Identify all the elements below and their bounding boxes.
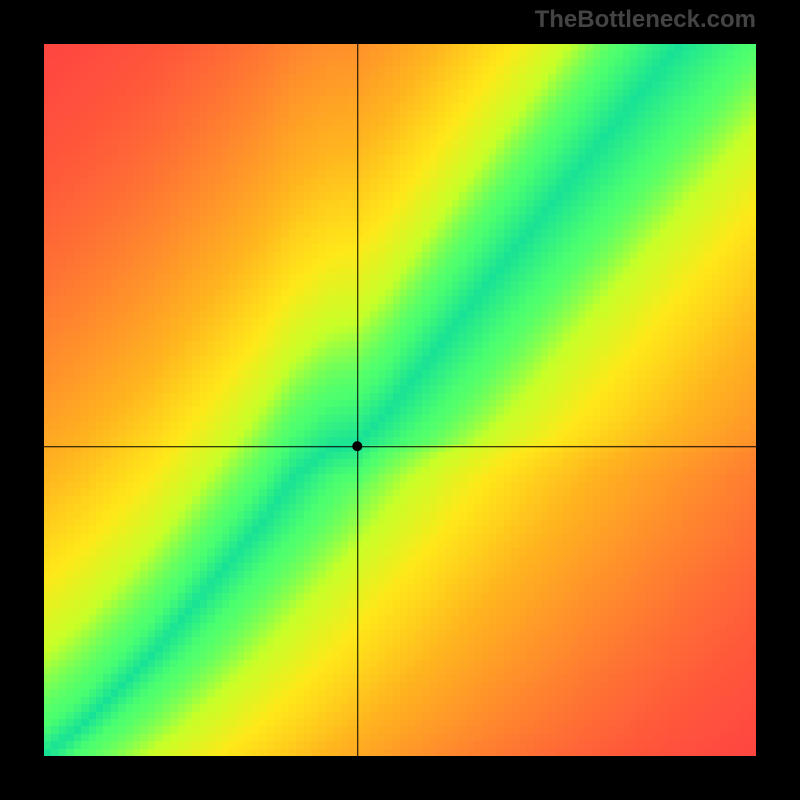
heatmap-canvas (44, 44, 756, 756)
plot-area (44, 44, 756, 756)
watermark-text: TheBottleneck.com (535, 6, 756, 34)
chart-frame: TheBottleneck.com (0, 0, 800, 800)
